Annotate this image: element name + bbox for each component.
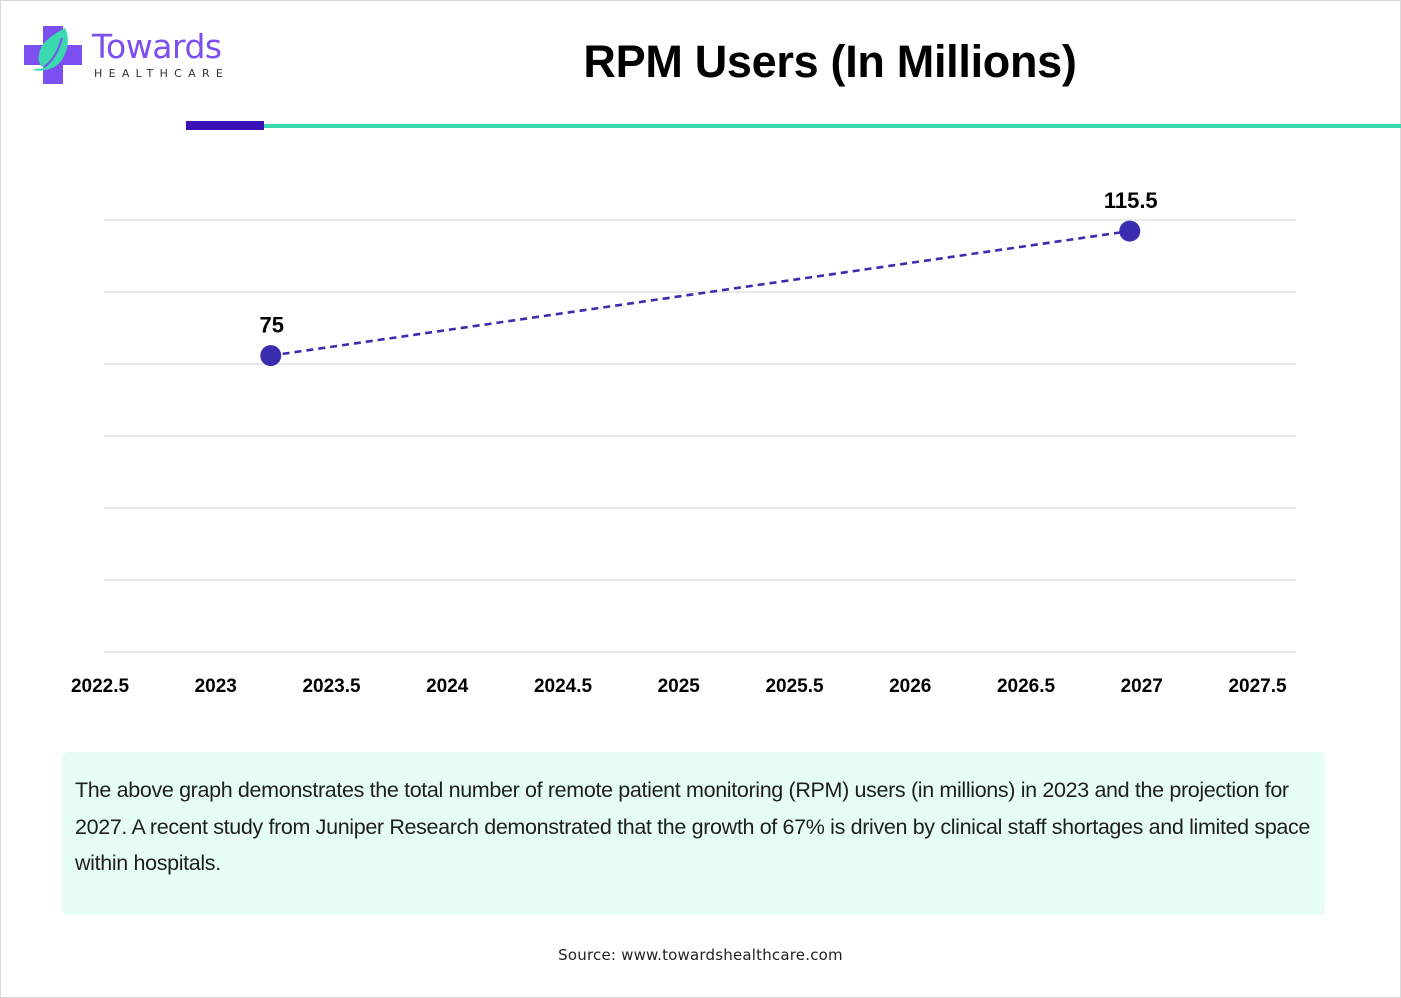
data-label: 115.5 (1104, 188, 1158, 213)
x-axis-ticks: 2022.5 2023 2023.5 2024 2024.5 2025 2025.5 2026… (71, 676, 1287, 697)
title-divider-line (264, 124, 1401, 128)
x-tick-label: 2027 (1121, 676, 1163, 697)
data-label: 75 (260, 313, 284, 338)
x-tick-label: 2026 (889, 676, 931, 697)
data-labels: 75 115.5 (260, 188, 1158, 338)
x-tick-label: 2023.5 (302, 676, 361, 697)
data-point (260, 345, 282, 367)
x-tick-label: 2022.5 (71, 676, 130, 697)
chart-title: RPM Users (In Millions) (583, 36, 1077, 87)
brand-subtitle: HEALTHCARE (94, 67, 230, 80)
gridlines (104, 219, 1296, 653)
data-points (260, 220, 1141, 367)
series-line-layer (270, 229, 1130, 357)
brand-logo: Towards HEALTHCARE (24, 26, 234, 86)
x-tick-label: 2026.5 (997, 676, 1056, 697)
medical-cross-leaf-icon (24, 26, 82, 84)
x-tick-label: 2024.5 (534, 676, 593, 697)
source-citation: Source: www.towardshealthcare.com (558, 946, 843, 964)
x-tick-label: 2025 (658, 676, 701, 697)
brand-name: Towards (92, 27, 222, 66)
data-point (1119, 220, 1141, 242)
description-box: The above graph demonstrates the total n… (62, 752, 1325, 915)
x-tick-label: 2027.5 (1228, 676, 1287, 697)
x-tick-label: 2024 (426, 676, 469, 697)
x-tick-label: 2025.5 (765, 676, 824, 697)
description-text: The above graph demonstrates the total n… (75, 778, 1311, 875)
series-line (270, 229, 1130, 357)
x-tick-label: 2023 (195, 676, 237, 697)
title-accent-bar (186, 121, 264, 130)
